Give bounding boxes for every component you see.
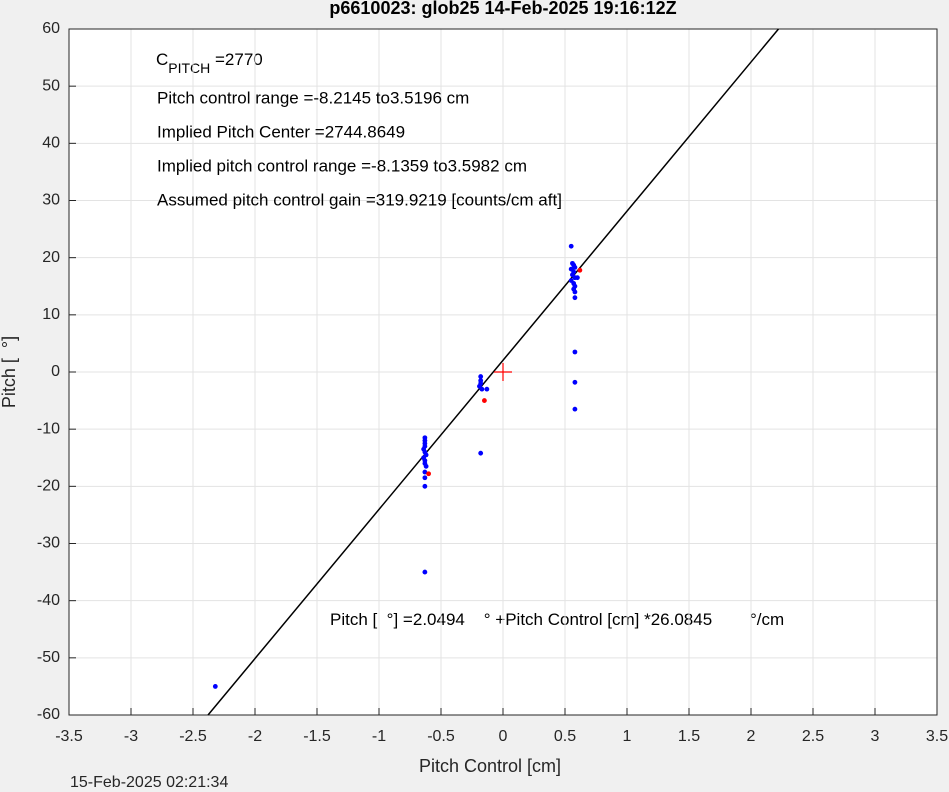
annotation: Pitch control range =-8.2145 to3.5196 cm: [157, 88, 469, 107]
data-point: [575, 275, 580, 281]
x-tick-label: -3.5: [55, 728, 83, 745]
pitch-label-subscript: PITCH: [168, 60, 210, 76]
y-tick-label: -30: [37, 535, 60, 552]
y-tick-label: 60: [42, 20, 60, 37]
x-tick-label: -3: [124, 728, 138, 745]
data-point: [484, 386, 490, 392]
equation-intercept: 2.0494: [413, 610, 465, 629]
x-tick-label: 2: [747, 728, 756, 745]
pitch-label: CPITCH =2770: [156, 50, 263, 75]
annotation: Implied Pitch Center =2744.8649: [157, 122, 405, 141]
data-point: [572, 264, 578, 270]
data-point: [482, 398, 487, 403]
y-tick-label: -20: [37, 478, 60, 495]
equation-mid: ° +Pitch Control [cm] *: [465, 610, 651, 629]
data-point: [422, 569, 428, 575]
x-axis-label: Pitch Control [cm]: [419, 756, 561, 776]
y-tick-label: -50: [37, 649, 60, 666]
x-tick-label: 2.5: [802, 728, 824, 745]
y-tick-label: 0: [51, 363, 60, 380]
y-tick-label: 30: [42, 192, 60, 209]
data-point: [568, 243, 574, 249]
x-tick-label: -2: [248, 728, 262, 745]
y-tick-label: -60: [37, 706, 60, 723]
y-axis-label: Pitch [ °]: [0, 336, 19, 408]
data-point: [212, 684, 218, 689]
x-tick-label: -1: [372, 728, 386, 745]
data-point: [422, 483, 428, 489]
data-point: [572, 289, 578, 295]
x-tick-label: 3: [871, 728, 880, 745]
center-marker: [494, 363, 512, 381]
chart-title: p6610023: glob25 14-Feb-2025 19:16:12Z: [329, 0, 676, 18]
x-tick-label: -0.5: [427, 728, 455, 745]
y-tick-label: 40: [42, 135, 60, 152]
data-point: [422, 475, 428, 481]
pitch-label-base: C: [156, 50, 168, 69]
x-tick-label: -2.5: [179, 728, 207, 745]
x-tick-label: 1: [623, 728, 632, 745]
x-tick-label: 0.5: [554, 728, 576, 745]
y-tick-label: 10: [42, 306, 60, 323]
fit-equation: Pitch [ °] =2.0494 ° +Pitch Control [cm]…: [330, 610, 784, 629]
annotation: Assumed pitch control gain =319.9219 [co…: [157, 190, 562, 209]
axes-box: [68, 28, 938, 716]
x-tick-label: -1.5: [303, 728, 331, 745]
data-point: [478, 374, 484, 379]
timestamp: 15-Feb-2025 02:21:34: [70, 774, 228, 791]
equation-slope: 26.0845: [651, 610, 712, 629]
y-tick-label: -10: [37, 420, 60, 437]
pitch-label-text: =2770: [210, 50, 262, 69]
data-point: [572, 295, 578, 301]
fit-line: [207, 28, 780, 716]
data-point: [479, 386, 485, 392]
y-tick-label: 50: [42, 77, 60, 94]
data-point: [572, 349, 578, 355]
y-tick-label: -40: [37, 592, 60, 609]
y-tick-label: 20: [42, 249, 60, 266]
x-tick-label: 0: [499, 728, 508, 745]
data-point: [426, 471, 431, 477]
data-point: [577, 267, 583, 273]
data-point: [572, 379, 578, 385]
data-point: [423, 463, 429, 469]
equation-unit: °/cm: [712, 610, 784, 629]
annotation: Implied pitch control range =-8.1359 to3…: [157, 156, 527, 175]
equation-lhs: Pitch [ °] =: [330, 610, 413, 629]
x-tick-label: 1.5: [678, 728, 700, 745]
data-point: [422, 469, 428, 475]
data-point: [478, 450, 484, 456]
data-point: [572, 406, 578, 412]
x-tick-label: 3.5: [926, 728, 948, 745]
